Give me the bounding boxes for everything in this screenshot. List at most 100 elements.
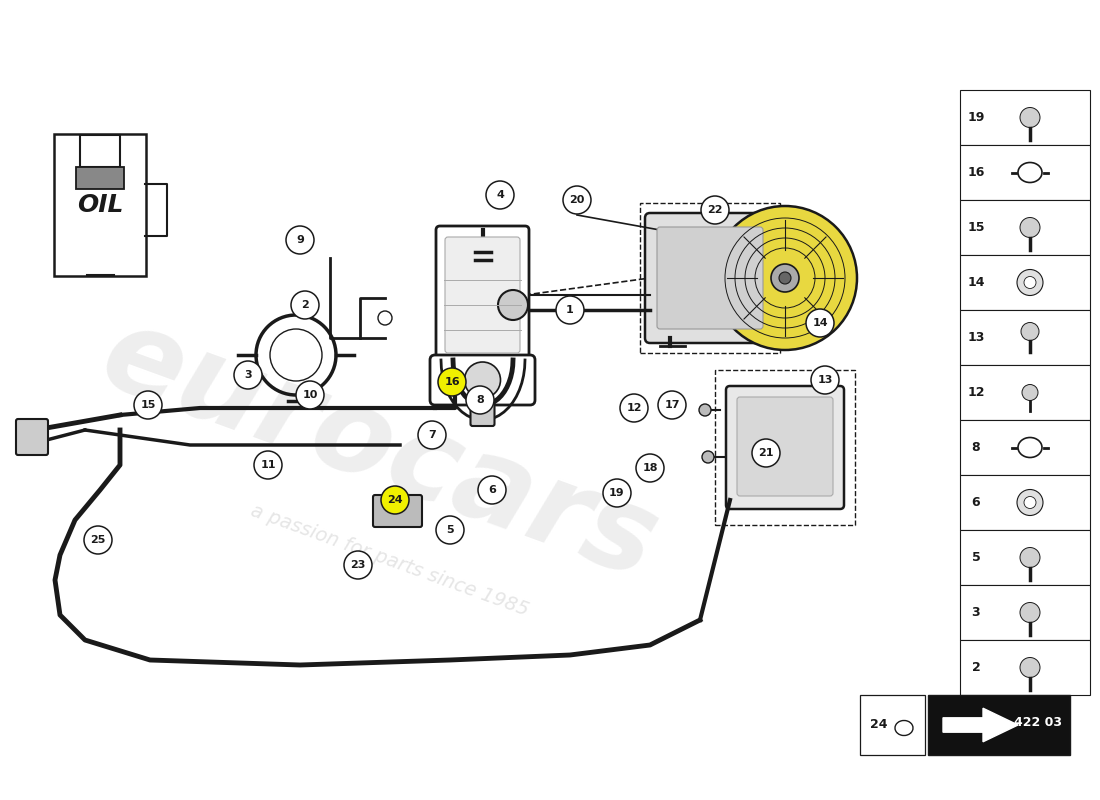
Text: 16: 16 <box>444 377 460 387</box>
Circle shape <box>603 479 631 507</box>
Text: 10: 10 <box>302 390 318 400</box>
Circle shape <box>636 454 664 482</box>
Text: 16: 16 <box>967 166 984 179</box>
Text: 13: 13 <box>967 331 984 344</box>
Text: 25: 25 <box>90 535 106 545</box>
Bar <box>960 145 1090 200</box>
Circle shape <box>620 394 648 422</box>
Circle shape <box>752 439 780 467</box>
FancyBboxPatch shape <box>430 355 535 405</box>
Text: 5: 5 <box>971 551 980 564</box>
Text: 20: 20 <box>570 195 585 205</box>
Circle shape <box>438 368 466 396</box>
Circle shape <box>556 296 584 324</box>
Text: 3: 3 <box>244 370 252 380</box>
FancyBboxPatch shape <box>373 495 422 527</box>
Text: 3: 3 <box>971 606 980 619</box>
Circle shape <box>344 551 372 579</box>
Circle shape <box>563 186 591 214</box>
Circle shape <box>779 272 791 284</box>
FancyBboxPatch shape <box>471 400 495 426</box>
FancyBboxPatch shape <box>645 213 775 343</box>
Circle shape <box>498 290 528 320</box>
FancyBboxPatch shape <box>446 237 520 353</box>
Circle shape <box>1018 490 1043 515</box>
Circle shape <box>1020 547 1040 567</box>
Text: 6: 6 <box>971 496 980 509</box>
Text: 2: 2 <box>301 300 309 310</box>
Circle shape <box>478 476 506 504</box>
Circle shape <box>702 451 714 463</box>
Text: OIL: OIL <box>77 193 123 217</box>
Circle shape <box>84 526 112 554</box>
Text: 2: 2 <box>971 661 980 674</box>
Text: 422 03: 422 03 <box>1014 715 1062 729</box>
Polygon shape <box>943 708 1018 742</box>
FancyBboxPatch shape <box>16 419 48 455</box>
Bar <box>960 200 1090 255</box>
Text: 7: 7 <box>428 430 436 440</box>
Circle shape <box>234 361 262 389</box>
Circle shape <box>254 451 282 479</box>
Bar <box>960 475 1090 530</box>
Text: 8: 8 <box>476 395 484 405</box>
FancyBboxPatch shape <box>726 386 844 509</box>
Circle shape <box>292 291 319 319</box>
Circle shape <box>464 362 500 398</box>
Text: 21: 21 <box>758 448 773 458</box>
Circle shape <box>698 404 711 416</box>
Text: 15: 15 <box>967 221 984 234</box>
Circle shape <box>811 366 839 394</box>
Text: 4: 4 <box>496 190 504 200</box>
Bar <box>960 640 1090 695</box>
Text: 13: 13 <box>817 375 833 385</box>
Circle shape <box>466 386 494 414</box>
Text: eurocars: eurocars <box>87 297 673 603</box>
FancyBboxPatch shape <box>657 227 763 329</box>
Text: 8: 8 <box>971 441 980 454</box>
Text: 14: 14 <box>967 276 984 289</box>
Circle shape <box>771 264 799 292</box>
Bar <box>76 167 124 189</box>
Circle shape <box>1022 385 1038 401</box>
FancyBboxPatch shape <box>54 134 146 276</box>
Circle shape <box>1024 277 1036 289</box>
Text: 24: 24 <box>870 718 888 731</box>
Text: a passion for parts since 1985: a passion for parts since 1985 <box>249 501 531 619</box>
Text: 1: 1 <box>566 305 574 315</box>
Circle shape <box>1020 107 1040 127</box>
Bar <box>960 310 1090 365</box>
Circle shape <box>381 486 409 514</box>
Bar <box>860 695 925 755</box>
Circle shape <box>1020 602 1040 622</box>
Circle shape <box>1020 658 1040 678</box>
Circle shape <box>378 311 392 325</box>
Text: 24: 24 <box>387 495 403 505</box>
Circle shape <box>296 381 324 409</box>
Bar <box>960 530 1090 585</box>
Text: 19: 19 <box>609 488 625 498</box>
Circle shape <box>1024 497 1036 509</box>
Bar <box>960 90 1090 145</box>
Circle shape <box>286 226 313 254</box>
Circle shape <box>418 421 446 449</box>
Text: 11: 11 <box>261 460 276 470</box>
Text: 22: 22 <box>707 205 723 215</box>
Bar <box>928 695 1070 755</box>
Circle shape <box>658 391 686 419</box>
Bar <box>960 365 1090 420</box>
Circle shape <box>270 329 322 381</box>
Text: 18: 18 <box>642 463 658 473</box>
Text: 5: 5 <box>447 525 454 535</box>
Circle shape <box>1018 270 1043 295</box>
FancyBboxPatch shape <box>436 226 529 364</box>
Text: 9: 9 <box>296 235 304 245</box>
Text: 19: 19 <box>967 111 984 124</box>
Text: 14: 14 <box>812 318 828 328</box>
Bar <box>80 135 120 167</box>
Text: 6: 6 <box>488 485 496 495</box>
Bar <box>960 255 1090 310</box>
Circle shape <box>806 309 834 337</box>
Text: 12: 12 <box>626 403 641 413</box>
Text: 15: 15 <box>141 400 156 410</box>
